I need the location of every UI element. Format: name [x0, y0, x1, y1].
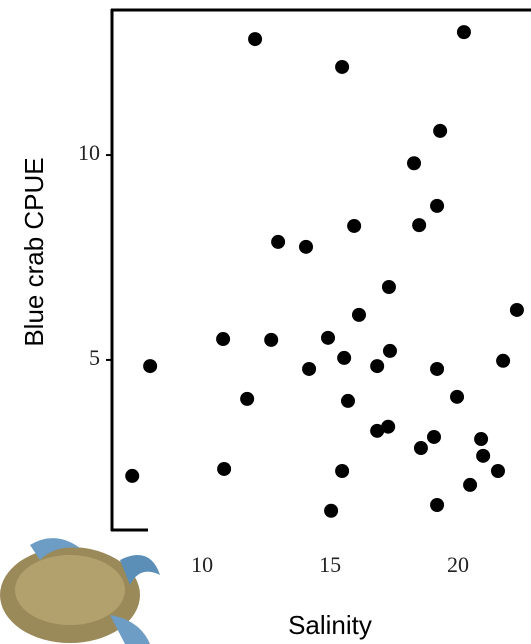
point: [456, 25, 471, 40]
point: [340, 393, 355, 408]
point: [299, 239, 314, 254]
point: [509, 302, 524, 317]
point: [335, 59, 350, 74]
y-tick-label: 10: [78, 140, 100, 165]
x-tick-label: 15: [319, 552, 341, 577]
point: [370, 359, 385, 374]
point: [321, 330, 336, 345]
point: [248, 32, 263, 47]
point: [351, 307, 366, 322]
point: [407, 156, 422, 171]
x-tick-label: 20: [447, 552, 469, 577]
point: [337, 350, 352, 365]
point: [216, 332, 231, 347]
point: [496, 353, 511, 368]
point: [412, 218, 427, 233]
point: [217, 461, 232, 476]
point: [490, 463, 505, 478]
point: [370, 423, 385, 438]
point: [240, 391, 255, 406]
point: [381, 280, 396, 295]
point: [426, 429, 441, 444]
y-tick-label: 5: [89, 345, 100, 370]
point: [430, 198, 445, 213]
y-axis-label: Blue crab CPUE: [19, 157, 49, 346]
x-axis-label: Salinity: [288, 610, 372, 640]
point: [271, 234, 286, 249]
point: [430, 498, 445, 513]
point: [463, 477, 478, 492]
point: [430, 361, 445, 376]
point: [474, 432, 489, 447]
point: [450, 389, 465, 404]
point: [413, 441, 428, 456]
x-tick-label: 10: [191, 552, 213, 577]
point: [324, 503, 339, 518]
point: [476, 448, 491, 463]
point: [143, 359, 158, 374]
point: [347, 218, 362, 233]
point: [264, 332, 279, 347]
point: [381, 419, 396, 434]
point: [335, 463, 350, 478]
point: [302, 361, 317, 376]
point: [382, 343, 397, 358]
point: [125, 468, 140, 483]
point: [433, 123, 448, 138]
crab-image: [0, 538, 160, 644]
